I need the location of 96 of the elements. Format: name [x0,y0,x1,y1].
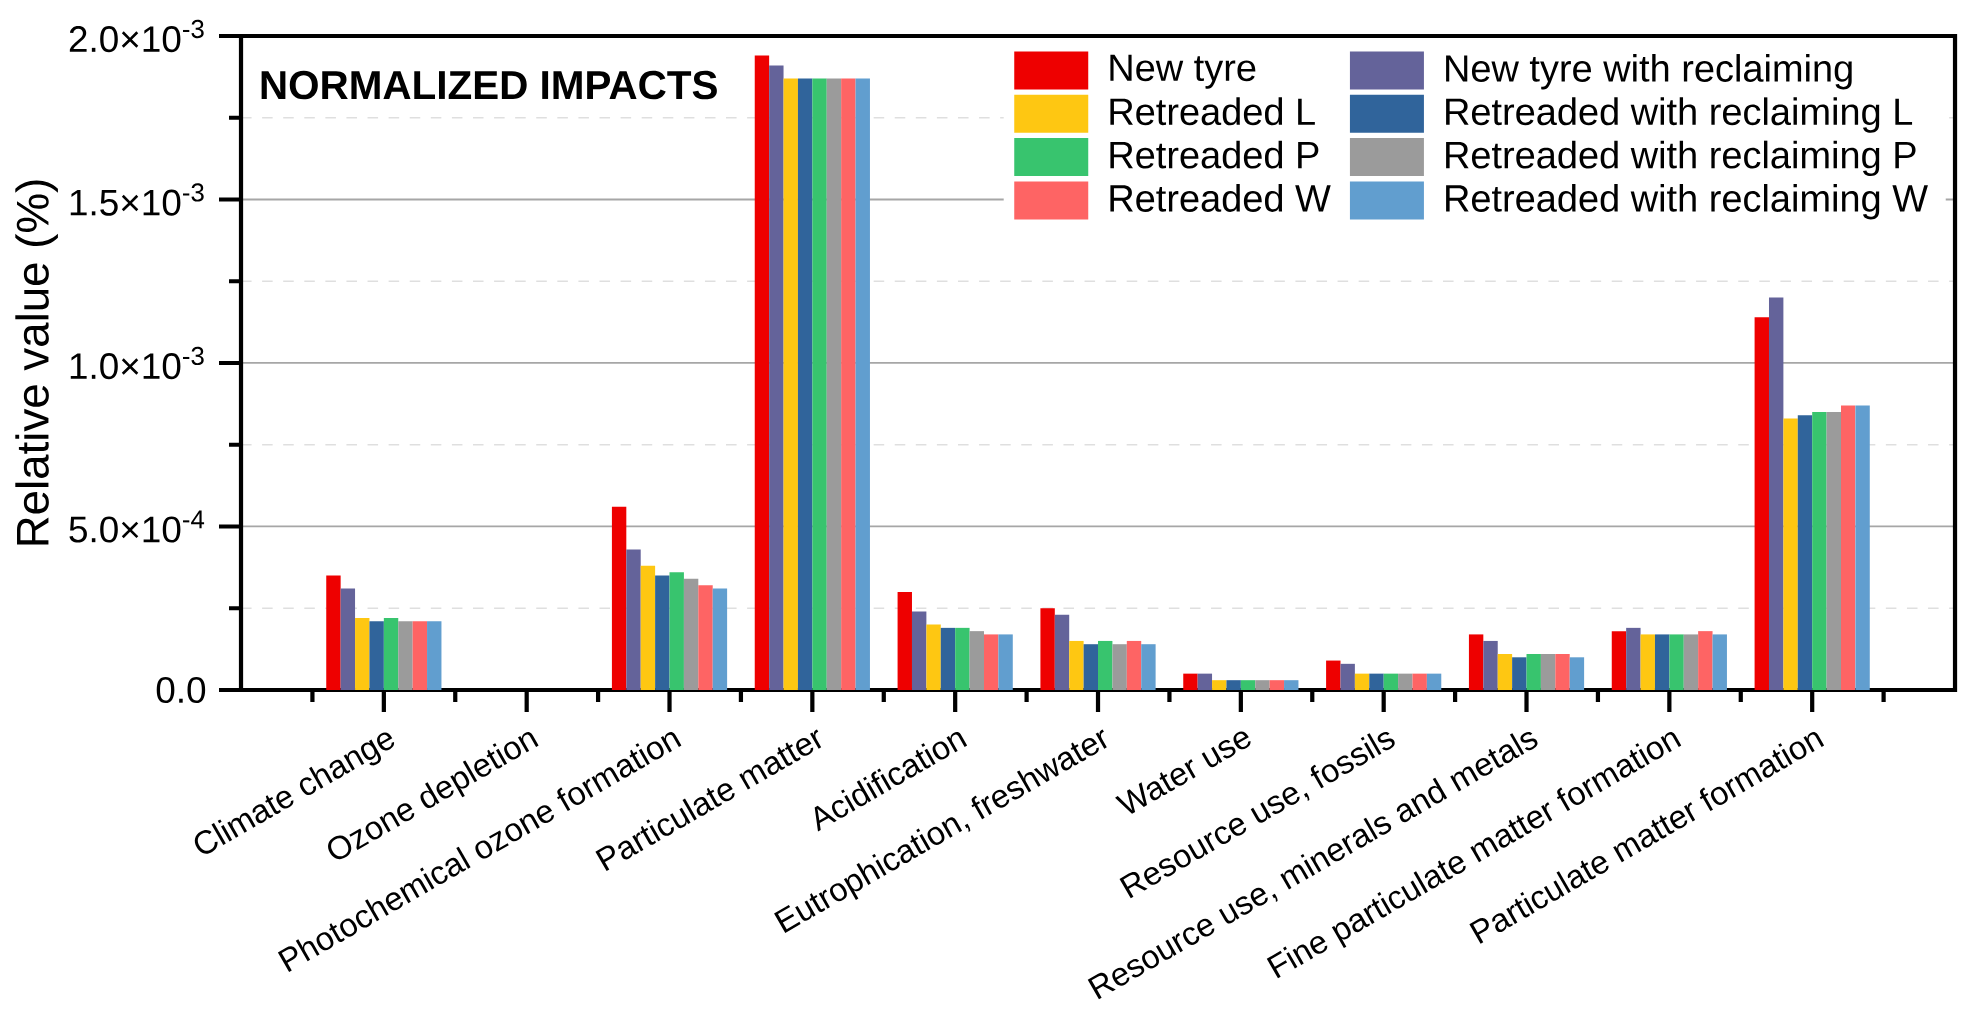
bar [754,55,770,690]
bar [1526,654,1541,690]
legend-label: Retreaded with reclaiming L [1446,97,1913,133]
bar [640,565,656,690]
bar [969,631,984,690]
bar [1183,673,1198,690]
bar [1540,654,1556,690]
legend-label: Retreaded L [1110,97,1315,126]
bar [1683,634,1699,690]
bar [383,618,399,690]
bar [926,624,941,690]
legend-label: Retreaded P [1110,140,1319,169]
bar [1669,634,1684,690]
bar [683,578,699,690]
bar [1212,680,1227,690]
bar [427,621,442,690]
bar [783,78,798,690]
bar [1354,673,1370,690]
x-tick-label: Water use [1115,731,1251,814]
bar [369,621,384,690]
bar [398,621,413,690]
bar [1640,634,1655,690]
legend-label: New tyre with reclaiming [1446,54,1852,90]
text: NORMALIZED IMPACTS [261,70,717,100]
bar [1141,644,1156,690]
y-tick-label: 1.5×10$^{-3}$ [70,183,204,216]
bar [412,621,428,690]
bar [911,611,927,690]
bar [1855,405,1870,690]
bar [1126,640,1142,690]
bar [812,78,827,690]
bar [1284,680,1299,690]
bar [1497,654,1513,690]
bar [1098,640,1113,690]
bar [712,588,728,690]
bar [797,78,813,690]
bar [1197,673,1213,690]
bar [940,627,956,690]
y-tick-label: 2.0×10$^{-3}$ [69,19,204,53]
bar [1569,657,1585,690]
bar [1712,634,1727,690]
legend-label: New tyre [1110,54,1256,89]
bar [1083,644,1099,690]
y-tick-label: 5.0×10$^{-4}$ [69,510,205,543]
bar [1112,644,1127,690]
bar [1468,634,1484,690]
bar [1826,412,1841,690]
bar [1626,627,1641,690]
bar [1383,673,1399,690]
bar [1326,660,1341,690]
bar [1426,673,1442,690]
bar [1812,412,1827,690]
legend-label: Retreaded with reclaiming P [1446,140,1916,177]
bar [1768,297,1784,690]
bar [1412,673,1427,690]
bar [1226,680,1241,690]
bar [897,591,912,690]
bar [1754,317,1769,690]
bar [1840,405,1856,690]
bar [1654,634,1670,690]
y-tick-label: 1.0×10$^{-3}$ [70,346,204,380]
bar [998,634,1013,690]
bar [1783,418,1798,690]
bar [1054,614,1070,690]
legend-label: Retreaded W [1110,183,1331,212]
bar [669,572,684,690]
bar [1069,640,1084,690]
bar [355,618,370,690]
bar [1369,673,1384,690]
bar [1398,673,1413,690]
bar [698,585,713,690]
bar [1340,663,1355,690]
bar [1555,654,1570,690]
bar [1611,631,1627,690]
bar [955,627,970,690]
bar [826,78,842,690]
bar [611,506,627,690]
bar [983,634,999,690]
bar [1240,680,1256,690]
bar [326,575,341,690]
bar [1269,680,1285,690]
bar [626,549,641,690]
bar [1698,631,1713,690]
bar [655,575,670,690]
y-axis-title: Relative value (%) [15,180,58,545]
bar [1512,657,1527,690]
bar [855,78,870,690]
y-tick-label: 0.0 [156,676,206,704]
legend-label: Retreaded with reclaiming W [1446,183,1928,220]
bar [1483,640,1498,690]
bar [1255,680,1270,690]
bar [340,588,356,690]
bar [769,65,784,690]
bar [1797,415,1813,690]
bar [1040,608,1055,690]
bar [841,78,856,690]
